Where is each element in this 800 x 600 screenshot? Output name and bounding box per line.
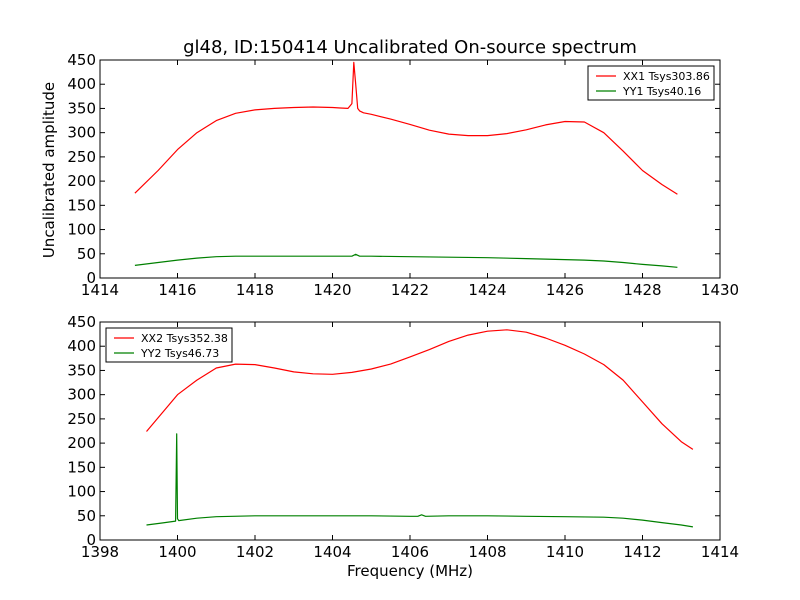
y-tick-label: 150: [67, 458, 96, 476]
x-tick-label: 1412: [623, 543, 661, 561]
y-tick-label: 200: [67, 172, 96, 190]
series-line-1: [146, 329, 694, 450]
legend-entry: XX1 Tsys303.86: [623, 70, 710, 83]
legend-box: [587, 65, 715, 101]
series-line-2: [134, 253, 678, 268]
y-tick-label: 150: [67, 196, 96, 214]
y-tick-label: 250: [67, 148, 96, 166]
y-tick-label: 350: [67, 361, 96, 379]
y-tick-label: 100: [67, 221, 96, 239]
y-tick-label: 0: [86, 531, 96, 549]
legend-entry: YY2 Tsys46.73: [140, 347, 219, 360]
chart-title: gl48, ID:150414 Uncalibrated On-source s…: [183, 37, 637, 58]
x-tick-label: 1420: [313, 281, 351, 299]
y-tick-label: 400: [67, 75, 96, 93]
y-tick-label: 200: [67, 434, 96, 452]
legend: XX2 Tsys352.38 YY2 Tsys46.73: [105, 327, 233, 363]
y-tick-label: 400: [67, 337, 96, 355]
y-tick-label: 50: [77, 507, 96, 525]
x-tick-label: 1428: [623, 281, 661, 299]
y-tick-label: 0: [86, 269, 96, 287]
x-axis-label: Frequency (MHz): [347, 562, 473, 580]
y-tick-label: 50: [77, 245, 96, 263]
y-tick-label: 250: [67, 410, 96, 428]
bottom-panel: 1398 1400 1402 1404 1406 1408 1410 1412 1414 0 50 1…: [67, 313, 739, 561]
series-group: [146, 329, 694, 528]
x-tick-label: 1416: [158, 281, 196, 299]
series-group: [134, 61, 678, 268]
legend-box: [105, 327, 233, 363]
top-panel: 1414 1416 1418 1420 1422 1424 1426 1428 1430 0 50 1…: [67, 51, 739, 299]
x-tick-label: 1408: [468, 543, 506, 561]
y-tick-label: 450: [67, 51, 96, 69]
x-tick-label: 1410: [546, 543, 584, 561]
y-axis-label: Uncalibrated amplitude: [40, 82, 58, 258]
x-tick-label: 1400: [158, 543, 196, 561]
legend-entry: XX2 Tsys352.38: [141, 332, 228, 345]
y-tick-label: 300: [67, 386, 96, 404]
x-tick-label: 1414: [81, 281, 119, 299]
y-tick-label: 350: [67, 99, 96, 117]
x-tick-label: 1422: [391, 281, 429, 299]
x-tick-label: 1426: [546, 281, 584, 299]
x-tick-label: 1418: [236, 281, 274, 299]
y-tick-label: 450: [67, 313, 96, 331]
x-tick-label: 1402: [236, 543, 274, 561]
x-tick-label: 1430: [701, 281, 739, 299]
x-tick-label: 1424: [468, 281, 506, 299]
y-tick-label: 100: [67, 483, 96, 501]
series-line-1: [134, 61, 678, 195]
legend-entry: YY1 Tsys40.16: [622, 85, 701, 98]
x-tick-label: 1414: [701, 543, 739, 561]
y-tick-label: 300: [67, 124, 96, 142]
x-tick-label: 1404: [313, 543, 351, 561]
legend: XX1 Tsys303.86 YY1 Tsys40.16: [587, 65, 715, 101]
x-tick-label: 1398: [81, 543, 119, 561]
x-tick-label: 1406: [391, 543, 429, 561]
series-line-2: [146, 433, 693, 528]
